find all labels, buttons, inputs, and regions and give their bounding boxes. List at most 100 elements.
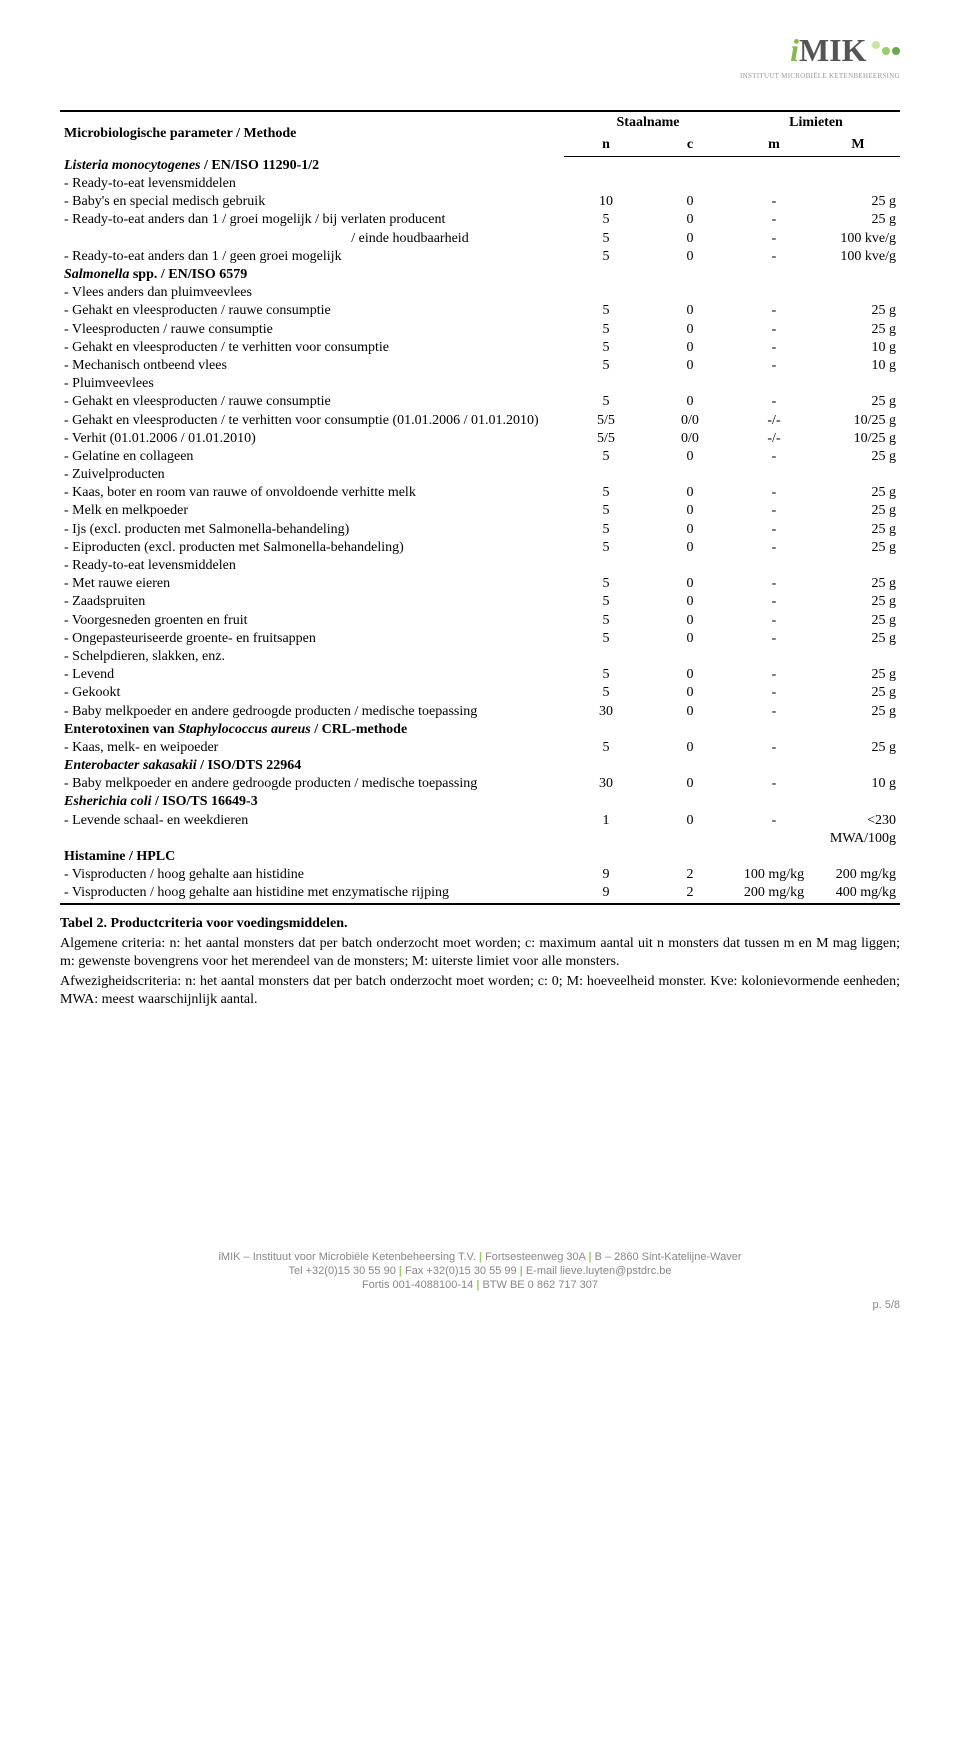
cell-M: 100 kve/g [816,248,900,266]
col-parameter: Microbiologische parameter / Methode [60,111,564,157]
col-limieten: Limieten [732,111,900,134]
section-title: Enterobacter sakasakii [64,758,197,773]
table-row: - Ijs (excl. producten met Salmonella-be… [60,521,900,539]
cell-label: - Visproducten / hoog gehalte aan histid… [60,884,564,903]
cell-M: 25 g [816,448,900,466]
cell-m: - [732,484,816,502]
cell-label: - Ijs (excl. producten met Salmonella-be… [60,521,564,539]
section-method: / ISO/TS 16649-3 [152,794,258,809]
cell-M: 25 g [816,521,900,539]
cell-n: 5 [564,502,648,520]
cell-m: - [732,703,816,721]
cell-c: 0 [648,612,732,630]
cell-n: 9 [564,866,648,884]
cell-n: 5 [564,248,648,266]
cell-label: - Vlees anders dan pluimveevlees [60,284,564,302]
table-row: - Ready-to-eat levensmiddelen [60,557,900,575]
table-row: - Baby's en special medisch gebruik100-2… [60,193,900,211]
table-row: Histamine / HPLC [60,848,900,866]
section-method: / ISO/DTS 22964 [197,758,302,773]
cell-label: - Baby melkpoeder en andere gedroogde pr… [60,703,564,721]
cell-c: 0 [648,502,732,520]
cell-n: 5 [564,521,648,539]
cell-M: 25 g [816,612,900,630]
section-organism: Staphylococcus aureus [178,722,311,737]
cell-n: 5 [564,630,648,648]
cell-n: 5/5 [564,430,648,448]
cell-c: 0 [648,630,732,648]
cell-label: - Ready-to-eat levensmiddelen [60,175,564,193]
cell-n: 5 [564,211,648,229]
cell-M: 25 g [816,575,900,593]
cell-label: - Verhit (01.01.2006 / 01.01.2010) [60,430,564,448]
cell-M: 10/25 g [816,412,900,430]
cell-M: 25 g [816,484,900,502]
cell-c: 0 [648,775,732,793]
cell-n: 5 [564,684,648,702]
table-row: - Vlees anders dan pluimveevlees [60,284,900,302]
col-n: n [564,134,648,157]
cell-label: - Schelpdieren, slakken, enz. [60,648,564,666]
cell-m: - [732,230,816,248]
cell-m: - [732,775,816,793]
cell-m: -/- [732,430,816,448]
footer-text: Fax +32(0)15 30 55 99 [402,1265,520,1277]
cell-c: 0 [648,339,732,357]
section-method: spp. / EN/ISO 6579 [129,267,247,282]
cell-c: 0 [648,666,732,684]
cell-c: 0 [648,248,732,266]
table-row: - Melk en melkpoeder50-25 g [60,502,900,520]
caption-p2: Afwezigheidscriteria: n: het aantal mons… [60,973,900,1009]
cell-m: - [732,502,816,520]
cell-label: - Gekookt [60,684,564,702]
cell-label: - Ready-to-eat anders dan 1 / geen groei… [60,248,564,266]
cell-m: - [732,684,816,702]
cell-label: - Vleesproducten / rauwe consumptie [60,321,564,339]
cell-M: 25 g [816,666,900,684]
caption-p1: Algemene criteria: n: het aantal monster… [60,935,900,971]
cell-label: - Mechanisch ontbeend vlees [60,357,564,375]
section-title: Esherichia coli [64,794,152,809]
footer-text: BTW BE 0 862 717 307 [479,1279,598,1291]
table-row: - Baby melkpoeder en andere gedroogde pr… [60,703,900,721]
table-row: - Gelatine en collageen50-25 g [60,448,900,466]
logo-dots-icon [870,41,900,55]
table-row: - Visproducten / hoog gehalte aan histid… [60,866,900,884]
table-row: - Eiproducten (excl. producten met Salmo… [60,539,900,557]
cell-c: 0 [648,211,732,229]
cell-n: 5 [564,739,648,757]
table-row: Salmonella spp. / EN/ISO 6579 [60,266,900,284]
cell-m: - [732,357,816,375]
cell-label: - Ready-to-eat anders dan 1 / groei moge… [60,211,564,229]
cell-c: 2 [648,884,732,903]
cell-n: 10 [564,193,648,211]
cell-label: - Kaas, boter en room van rauwe of onvol… [60,484,564,502]
cell-m: - [732,630,816,648]
footer-text: B – 2860 Sint-Katelijne-Waver [592,1251,742,1263]
cell-M: 25 g [816,502,900,520]
cell-M: 10 g [816,357,900,375]
table-row: - Vleesproducten / rauwe consumptie50-25… [60,321,900,339]
section-title: Enterotoxinen van [64,722,178,737]
logo-mik: MIK [799,32,867,68]
table-row: - Baby melkpoeder en andere gedroogde pr… [60,775,900,793]
table-row: - Levende schaal- en weekdieren10-<230 [60,812,900,830]
cell-label: - Gehakt en vleesproducten / te verhitte… [60,339,564,357]
cell-m: - [732,539,816,557]
footer-line-1: iMIK – Instituut voor Microbiële Ketenbe… [60,1250,900,1264]
logo-i: i [790,32,799,68]
cell-c: 0 [648,193,732,211]
cell-label: - Voorgesneden groenten en fruit [60,612,564,630]
cell-label: - Gehakt en vleesproducten / te verhitte… [60,412,564,430]
cell-m: - [732,448,816,466]
cell-M: 25 g [816,211,900,229]
table-row: - Voorgesneden groenten en fruit50-25 g [60,612,900,630]
cell-M: 25 g [816,393,900,411]
cell-label: - Gelatine en collageen [60,448,564,466]
cell-c: 0/0 [648,430,732,448]
cell-m: - [732,339,816,357]
table-row: - Zuivelproducten [60,466,900,484]
cell-m: - [732,666,816,684]
cell-label: - Ready-to-eat levensmiddelen [60,557,564,575]
cell-n: 5/5 [564,412,648,430]
